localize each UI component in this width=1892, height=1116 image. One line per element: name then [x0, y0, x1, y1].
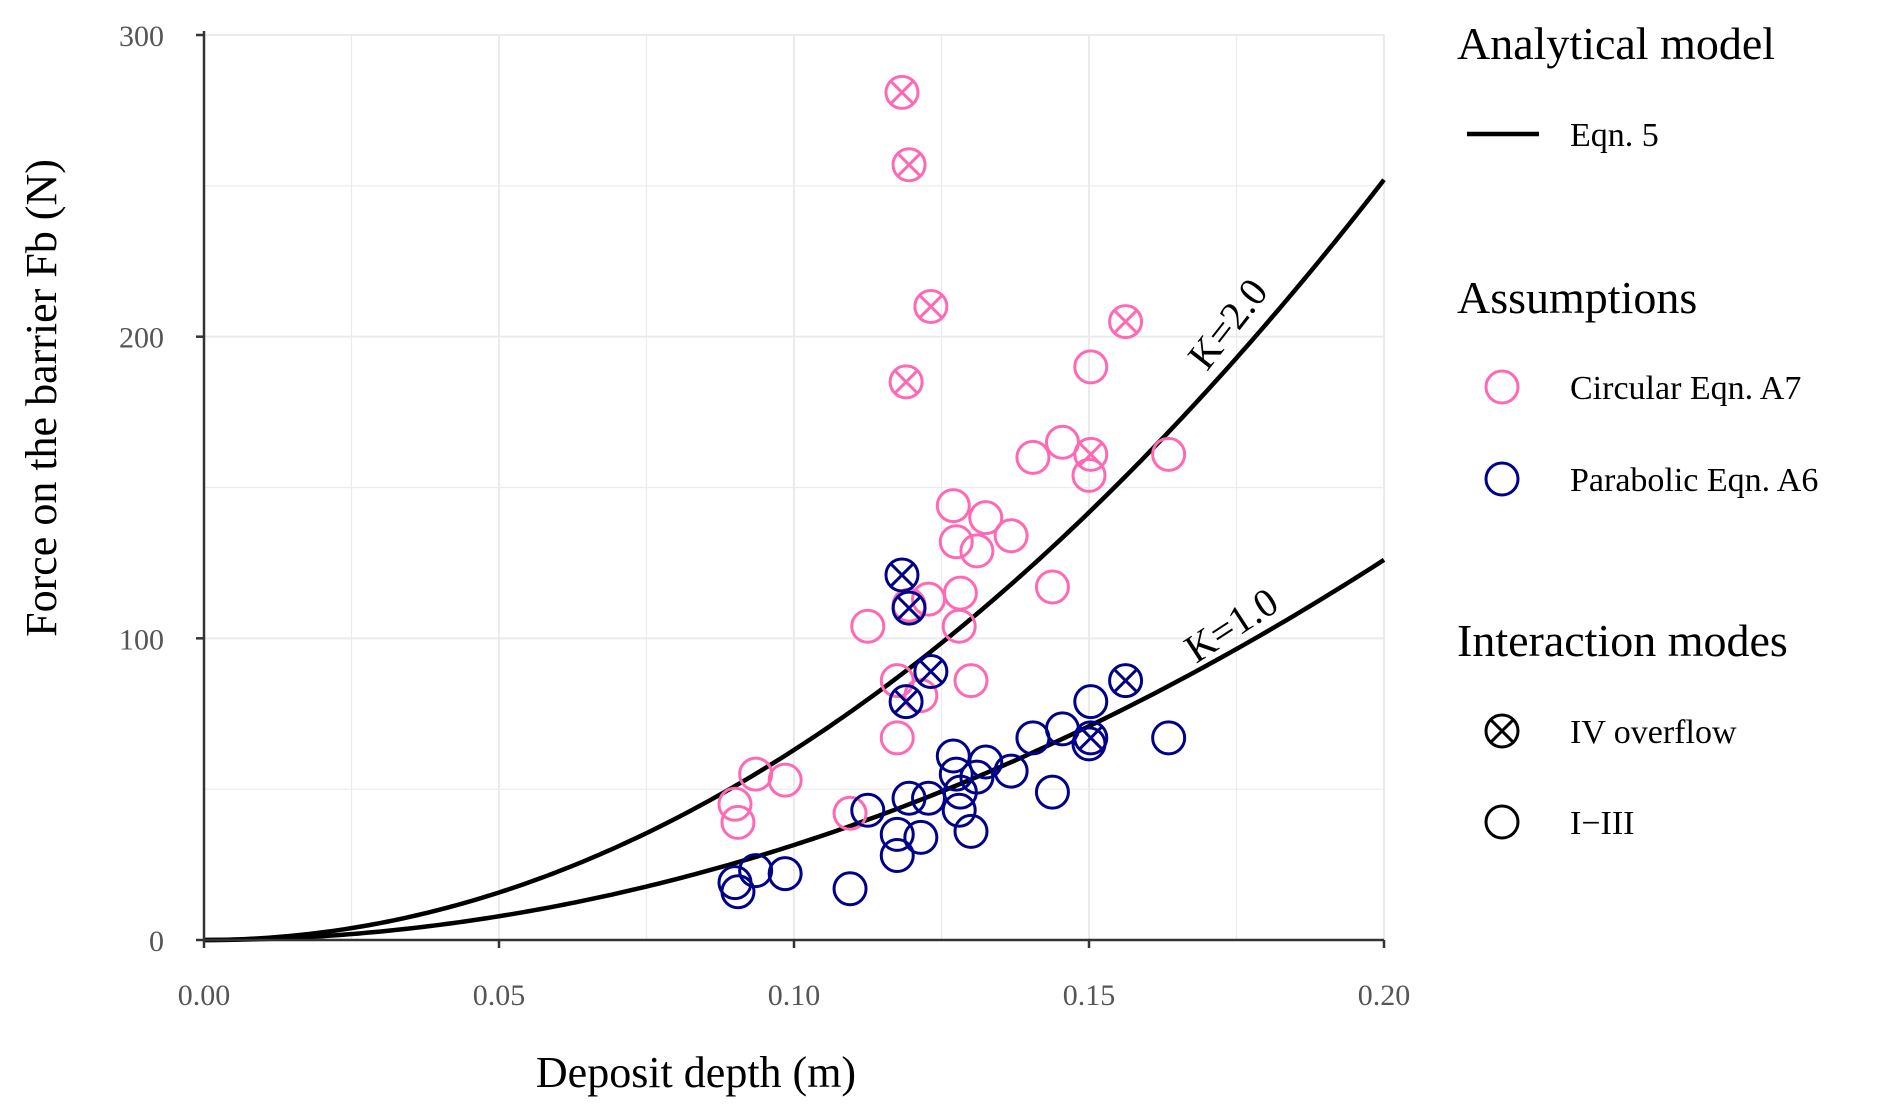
y-tick-label: 100: [119, 623, 164, 656]
tick-labels: 0.00 0.05 0.10 0.15 0.20 0 100 200 300: [119, 20, 1410, 1012]
circular-point: [891, 587, 927, 623]
circular-point: [959, 533, 995, 569]
parabolic-point: [1073, 684, 1109, 720]
y-tick-label: 300: [119, 20, 164, 53]
parabolic-point: [879, 838, 915, 874]
circular-point-overflow: [888, 364, 924, 400]
circular-point: [942, 575, 978, 611]
curve-label-k2: K=2.0: [1179, 270, 1277, 378]
parabolic-point: [1151, 720, 1187, 756]
parabolic-point: [938, 756, 974, 792]
parabolic-point-overflow: [1108, 663, 1144, 699]
parabolic-point: [953, 813, 989, 849]
circular-point: [941, 608, 977, 644]
parabolic-point: [1034, 774, 1070, 810]
x-tick-label: 0.00: [178, 979, 231, 1012]
parabolic-point: [941, 792, 977, 828]
legend-label-overflow: IV overflow: [1570, 714, 1737, 751]
legend-marker-i-iii: [1484, 804, 1520, 840]
parabolic-point: [1071, 726, 1107, 762]
parabolic-point-overflow: [884, 557, 920, 593]
circular-point: [1034, 569, 1070, 605]
model-curve-k2-0: [203, 178, 1386, 943]
circular-point: [1015, 439, 1051, 475]
circular-point: [767, 762, 803, 798]
model-curves: [203, 178, 1386, 943]
circular-point: [720, 804, 756, 840]
x-tick-label: 0.20: [1358, 979, 1411, 1012]
circular-point: [1073, 349, 1109, 385]
legend-marker-parabolic: [1484, 461, 1520, 497]
x-tick-label: 0.10: [768, 979, 821, 1012]
legend-marker-overflow: [1484, 713, 1520, 749]
parabolic-point: [832, 871, 868, 907]
model-curve-k1-0: [203, 558, 1386, 943]
x-axis-title: Deposit depth (m): [536, 1048, 856, 1097]
parabolic-point: [767, 856, 803, 892]
legend-label-circular: Circular Eqn. A7: [1570, 370, 1801, 407]
legend-label-i-iii: I−III: [1570, 805, 1634, 842]
legend-label-parabolic: Parabolic Eqn. A6: [1570, 462, 1818, 499]
parabolic-point: [911, 780, 947, 816]
circular-point: [938, 524, 974, 560]
x-tick-label: 0.05: [473, 979, 526, 1012]
y-tick-label: 200: [119, 322, 164, 355]
circular-point: [1044, 424, 1080, 460]
circular-point: [879, 720, 915, 756]
circular-point: [1071, 457, 1107, 493]
parabolic-point: [903, 819, 939, 855]
legend-title-analytical: Analytical model: [1457, 18, 1775, 69]
y-axis-title: Force on the barrier Fb (N): [17, 159, 66, 637]
circular-point: [953, 663, 989, 699]
data-points: [717, 74, 1187, 910]
legend-label-eqn5: Eqn. 5: [1570, 117, 1659, 154]
circular-point: [935, 488, 971, 524]
parabolic-point: [720, 874, 756, 910]
parabolic-point: [1015, 720, 1051, 756]
circular-point: [850, 608, 886, 644]
circular-point-overflow: [1108, 304, 1144, 340]
curve-label-k1: K=1.0: [1176, 579, 1286, 672]
parabolic-point: [993, 753, 1029, 789]
circular-point: [717, 786, 753, 822]
circular-point-overflow: [913, 289, 949, 324]
circular-point-overflow: [884, 74, 920, 110]
parabolic-point: [850, 792, 886, 828]
circular-point-overflow: [891, 147, 927, 183]
x-tick-label: 0.15: [1063, 979, 1116, 1012]
circular-point: [993, 518, 1029, 554]
legend-title-assumptions: Assumptions: [1457, 272, 1697, 323]
parabolic-point: [891, 780, 927, 816]
legend-marker-circular: [1484, 369, 1520, 405]
circular-point: [968, 500, 1004, 536]
grid: [203, 34, 1385, 941]
parabolic-point-overflow: [888, 684, 924, 720]
circular-point: [832, 795, 868, 831]
parabolic-point: [738, 853, 774, 889]
parabolic-point: [935, 738, 971, 774]
parabolic-point-overflow: [913, 654, 949, 690]
parabolic-point-overflow: [891, 590, 927, 626]
legend: Analytical model Eqn. 5 Assumptions Circ…: [1457, 18, 1818, 842]
legend-title-modes: Interaction modes: [1457, 615, 1788, 666]
parabolic-point: [879, 816, 915, 852]
circular-point: [1151, 436, 1187, 472]
circular-point: [911, 581, 947, 617]
y-tick-label: 0: [149, 925, 164, 958]
